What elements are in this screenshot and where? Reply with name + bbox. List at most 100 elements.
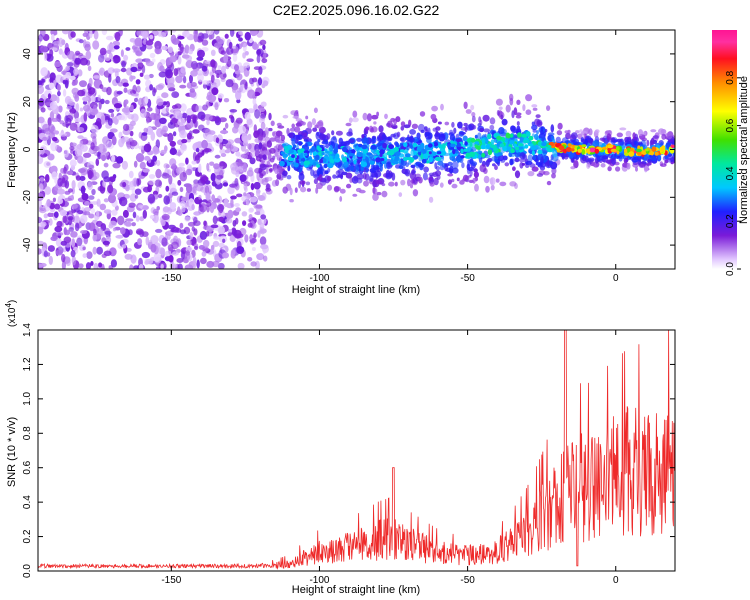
- heatmap-cell: [213, 30, 220, 35]
- heatmap-cell: [294, 126, 301, 133]
- heatmap-cell: [221, 65, 226, 74]
- heatmap-cell: [512, 166, 516, 171]
- heatmap-cell: [567, 129, 571, 134]
- heatmap-cell: [326, 133, 331, 140]
- heatmap-cell: [294, 187, 298, 193]
- heatmap-cell: [203, 239, 210, 248]
- heatmap-cell: [265, 166, 269, 175]
- heatmap-cell: [135, 153, 145, 163]
- heatmap-cell: [467, 159, 471, 166]
- heatmap-cell: [70, 31, 76, 38]
- heatmap-cell: [570, 132, 578, 140]
- heatmap-cell: [190, 167, 199, 172]
- heatmap-cell: [326, 175, 332, 182]
- heatmap-cell: [499, 143, 505, 148]
- heatmap-cell: [49, 49, 54, 57]
- heatmap-cell: [95, 158, 100, 166]
- heatmap-cell: [38, 199, 43, 208]
- heatmap-cell: [522, 154, 528, 160]
- heatmap-cell: [460, 126, 467, 131]
- heatmap-cell: [179, 84, 187, 89]
- heatmap-cell: [278, 176, 284, 181]
- heatmap-cell: [40, 107, 46, 113]
- heatmap-cell: [160, 219, 166, 227]
- y-tick-label: 20: [22, 96, 33, 108]
- heatmap-cell: [145, 236, 150, 246]
- heatmap-cell: [67, 50, 75, 60]
- heatmap-cell: [477, 132, 482, 140]
- heatmap-cell: [247, 89, 256, 99]
- heatmap-cell: [606, 133, 612, 141]
- heatmap-cell: [514, 157, 520, 163]
- heatmap-cell: [667, 153, 672, 157]
- heatmap-cell: [168, 175, 173, 185]
- heatmap-cell: [505, 132, 510, 139]
- heatmap-cell: [481, 138, 486, 144]
- heatmap-cell: [232, 53, 238, 62]
- heatmap-cell: [319, 133, 327, 141]
- heatmap-cell: [206, 205, 210, 213]
- heatmap-cell: [409, 143, 413, 150]
- heatmap-cell: [505, 104, 511, 113]
- heatmap-cell: [155, 139, 160, 149]
- heatmap-cell: [93, 262, 99, 269]
- heatmap-cell: [395, 151, 401, 157]
- x-tick-label: 0: [613, 273, 619, 284]
- heatmap-cell: [569, 150, 574, 159]
- heatmap-cell: [286, 127, 290, 135]
- heatmap-cell: [160, 32, 167, 38]
- heatmap-cell: [190, 70, 198, 77]
- heatmap-cell: [235, 233, 244, 239]
- heatmap-cell: [82, 96, 89, 102]
- heatmap-cell: [254, 109, 261, 119]
- heatmap-cell: [227, 229, 233, 233]
- heatmap-cell: [223, 199, 229, 208]
- heatmap-cell: [475, 145, 482, 150]
- heatmap-cell: [116, 114, 126, 121]
- heatmap-cell: [427, 177, 432, 181]
- heatmap-cell: [197, 49, 205, 58]
- heatmap-cell: [235, 151, 241, 157]
- heatmap-cell: [305, 115, 309, 120]
- heatmap-cell: [255, 204, 263, 209]
- heatmap-cell: [210, 173, 216, 182]
- heatmap-cell: [197, 111, 206, 120]
- heatmap-cell: [235, 117, 243, 124]
- heatmap-cell: [83, 152, 92, 158]
- heatmap-cell: [96, 246, 103, 255]
- heatmap-cell: [113, 45, 120, 50]
- heatmap-cell: [125, 218, 134, 222]
- heatmap-cell: [235, 207, 242, 213]
- heatmap-cell: [419, 111, 426, 117]
- heatmap-cell: [396, 131, 401, 138]
- heatmap-cell: [201, 139, 209, 149]
- heatmap-cell: [163, 163, 169, 169]
- snr-frame: [37, 329, 676, 572]
- heatmap-cell: [352, 117, 359, 123]
- heatmap-cell: [323, 150, 330, 157]
- heatmap-cell: [372, 136, 377, 144]
- heatmap-cell: [223, 98, 230, 103]
- heatmap-cell: [211, 87, 219, 96]
- heatmap-cell: [156, 98, 164, 106]
- heatmap-cell: [225, 218, 233, 224]
- heatmap-cell: [61, 253, 66, 263]
- heatmap-cell: [379, 149, 385, 155]
- heatmap-cell: [222, 182, 229, 187]
- heatmap-cell: [311, 145, 316, 152]
- heatmap-cell: [112, 68, 121, 73]
- y-tick-label: 40: [22, 48, 33, 60]
- heatmap-cell: [153, 88, 158, 93]
- heatmap-cell: [43, 213, 48, 219]
- heatmap-cell: [532, 154, 537, 161]
- heatmap-cell: [96, 198, 101, 207]
- heatmap-cell: [83, 112, 88, 122]
- heatmap-cell: [117, 215, 125, 226]
- heatmap-cell: [298, 173, 305, 181]
- heatmap-cell: [160, 149, 167, 155]
- heatmap-cell: [139, 216, 145, 222]
- heatmap-cell: [64, 115, 69, 123]
- heatmap-cell: [625, 130, 632, 137]
- heatmap-cell: [348, 153, 355, 157]
- heatmap-cell: [275, 130, 283, 137]
